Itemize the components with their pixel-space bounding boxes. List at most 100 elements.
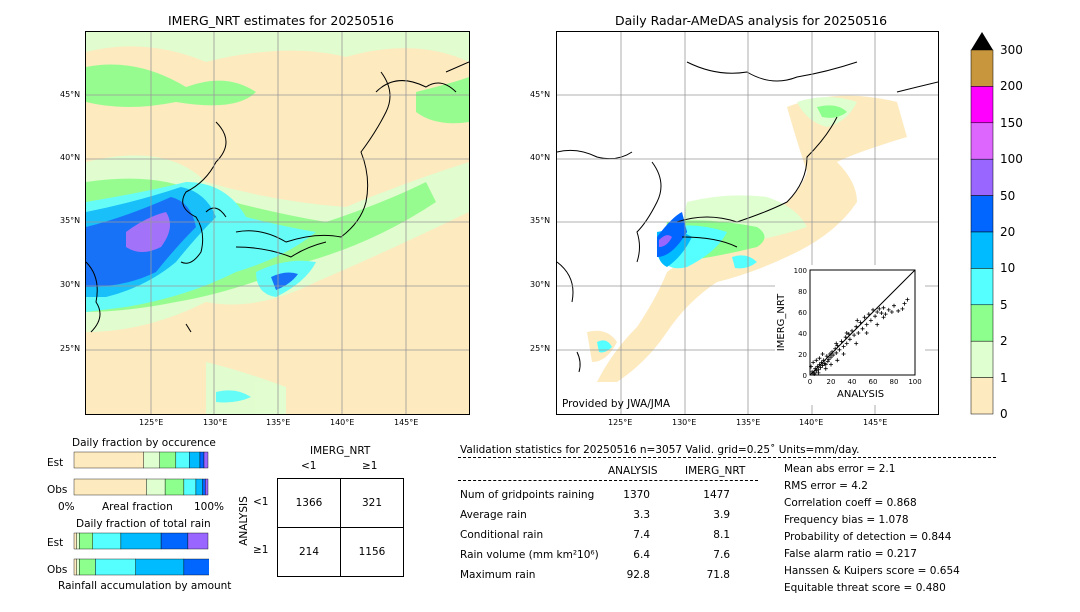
colorbar-tick-label: 200 bbox=[1000, 79, 1023, 94]
scatter-point bbox=[889, 310, 894, 314]
scatter-point bbox=[852, 333, 857, 338]
fraction-segment bbox=[95, 558, 136, 576]
scatter-point bbox=[835, 343, 840, 348]
right-lat-label: 25°N bbox=[530, 344, 551, 353]
scatter-x-tick: 20 bbox=[827, 378, 836, 386]
colorbar-tick-label: 50 bbox=[1000, 188, 1016, 203]
data-credit: Provided by JWA/JMA bbox=[562, 398, 671, 410]
occurrence-label-obs: Obs bbox=[47, 484, 68, 496]
fraction-segment bbox=[160, 532, 189, 550]
scatter-plot: 0 20 40 60 80 100 0 20 40 60 80 100 bbox=[794, 267, 922, 386]
left-lon-label: 135°E bbox=[266, 418, 291, 427]
validation-row-analysis: 1370 bbox=[623, 489, 650, 501]
score-line: Probability of detection = 0.844 bbox=[784, 531, 952, 543]
fraction-segment bbox=[73, 478, 147, 496]
colorbar-swatch bbox=[970, 377, 994, 415]
scatter-point bbox=[881, 315, 886, 320]
validation-row-label: Num of gridpoints raining bbox=[460, 489, 595, 501]
scatter-y-tick: 80 bbox=[798, 288, 807, 296]
left-lat-label: 40°N bbox=[60, 153, 81, 162]
scatter-point bbox=[841, 352, 846, 356]
left-map bbox=[85, 31, 470, 415]
scatter-y-tick: 40 bbox=[798, 330, 807, 338]
scatter-point bbox=[864, 331, 869, 335]
colorbar-tick-label: 10 bbox=[1000, 261, 1016, 276]
validation-row-imerg: 8.1 bbox=[713, 529, 730, 541]
validation-header: Validation statistics for 20250516 n=305… bbox=[460, 444, 860, 456]
scatter-point bbox=[875, 322, 880, 327]
fraction-segment bbox=[195, 478, 203, 496]
scatter-point bbox=[866, 312, 871, 317]
total-rain-bars bbox=[73, 532, 209, 576]
scatter-point bbox=[902, 301, 907, 306]
scatter-point bbox=[823, 362, 828, 367]
scatter-point bbox=[858, 320, 863, 325]
scatter-point bbox=[816, 370, 821, 375]
scatter-point bbox=[826, 357, 831, 362]
validation-col-imerg: IMERG_NRT bbox=[685, 465, 746, 477]
score-line: Mean abs error = 2.1 bbox=[784, 463, 896, 475]
fraction-segment bbox=[159, 451, 177, 469]
scatter-point bbox=[814, 358, 819, 363]
occurrence-bars bbox=[73, 451, 209, 496]
colorbar-swatch bbox=[970, 304, 994, 342]
colorbar: 300 200 150 100 50 20 10 5 2 1 0 bbox=[966, 30, 1026, 421]
scatter-point bbox=[896, 308, 901, 313]
scatter-point bbox=[886, 307, 891, 312]
score-line: Frequency bias = 1.078 bbox=[784, 514, 909, 526]
fraction-segment bbox=[183, 558, 209, 576]
scatter-point bbox=[871, 307, 875, 312]
scatter-point bbox=[820, 352, 825, 356]
validation-row-label: Conditional rain bbox=[460, 529, 544, 541]
score-line: Hanssen & Kuipers score = 0.654 bbox=[784, 565, 960, 577]
scatter-y-tick: 20 bbox=[798, 351, 807, 359]
colorbar-swatch bbox=[970, 49, 994, 87]
colorbar-swatch bbox=[970, 86, 994, 124]
validation-col-analysis: ANALYSIS bbox=[608, 465, 658, 477]
scatter-point bbox=[809, 364, 814, 369]
scatter-inset: 0 20 40 60 80 100 0 20 40 60 80 100 ANALYSIS IMERG_… bbox=[775, 265, 925, 405]
contingency-row-ge: ≥1 bbox=[253, 544, 269, 556]
colorbar-swatch bbox=[970, 122, 994, 160]
scatter-point bbox=[824, 354, 829, 359]
right-lon-label: 140°E bbox=[799, 418, 824, 427]
scatter-point bbox=[875, 310, 880, 314]
validation-row-analysis: 6.4 bbox=[633, 549, 650, 561]
contingency-cell: 321 bbox=[340, 478, 404, 528]
scatter-x-tick: 100 bbox=[908, 378, 921, 386]
right-lat-label: 45°N bbox=[530, 90, 551, 99]
occurrence-label-est: Est bbox=[47, 457, 64, 469]
fraction-segment bbox=[199, 451, 205, 469]
score-line: RMS error = 4.2 bbox=[784, 480, 868, 492]
total-rain-xlabel: Rainfall accumulation by amount bbox=[58, 580, 232, 592]
fraction-segment bbox=[135, 558, 185, 576]
scatter-point bbox=[817, 356, 822, 361]
scatter-point bbox=[829, 362, 833, 367]
scatter-point bbox=[873, 314, 878, 319]
score-line: Correlation coeff = 0.868 bbox=[784, 497, 917, 509]
colorbar-tick-label: 2 bbox=[1000, 334, 1008, 349]
score-line: False alarm ratio = 0.217 bbox=[784, 548, 917, 560]
scatter-point bbox=[846, 332, 851, 337]
scatter-point bbox=[850, 328, 854, 333]
fraction-segment bbox=[189, 451, 201, 469]
scatter-point bbox=[860, 326, 865, 331]
fraction-segment bbox=[164, 478, 185, 496]
scatter-point bbox=[879, 311, 884, 316]
colorbar-tick-label: 5 bbox=[1000, 297, 1008, 312]
scatter-point bbox=[837, 347, 842, 352]
left-lat-label: 25°N bbox=[60, 344, 81, 353]
left-map-grid bbox=[86, 32, 469, 414]
fraction-segment bbox=[203, 451, 209, 469]
left-lon-label: 125°E bbox=[139, 418, 164, 427]
contingency-title: IMERG_NRT bbox=[310, 445, 371, 457]
scatter-y-tick: 100 bbox=[794, 267, 807, 275]
right-lat-label: 40°N bbox=[530, 153, 551, 162]
fraction-segment bbox=[76, 558, 80, 576]
colorbar-swatch bbox=[970, 231, 994, 269]
fraction-segment bbox=[92, 532, 122, 550]
scatter-point bbox=[827, 352, 832, 356]
validation-row-analysis: 7.4 bbox=[633, 529, 650, 541]
scatter-point bbox=[877, 306, 882, 311]
colorbar-tick-label: 1 bbox=[1000, 370, 1008, 385]
